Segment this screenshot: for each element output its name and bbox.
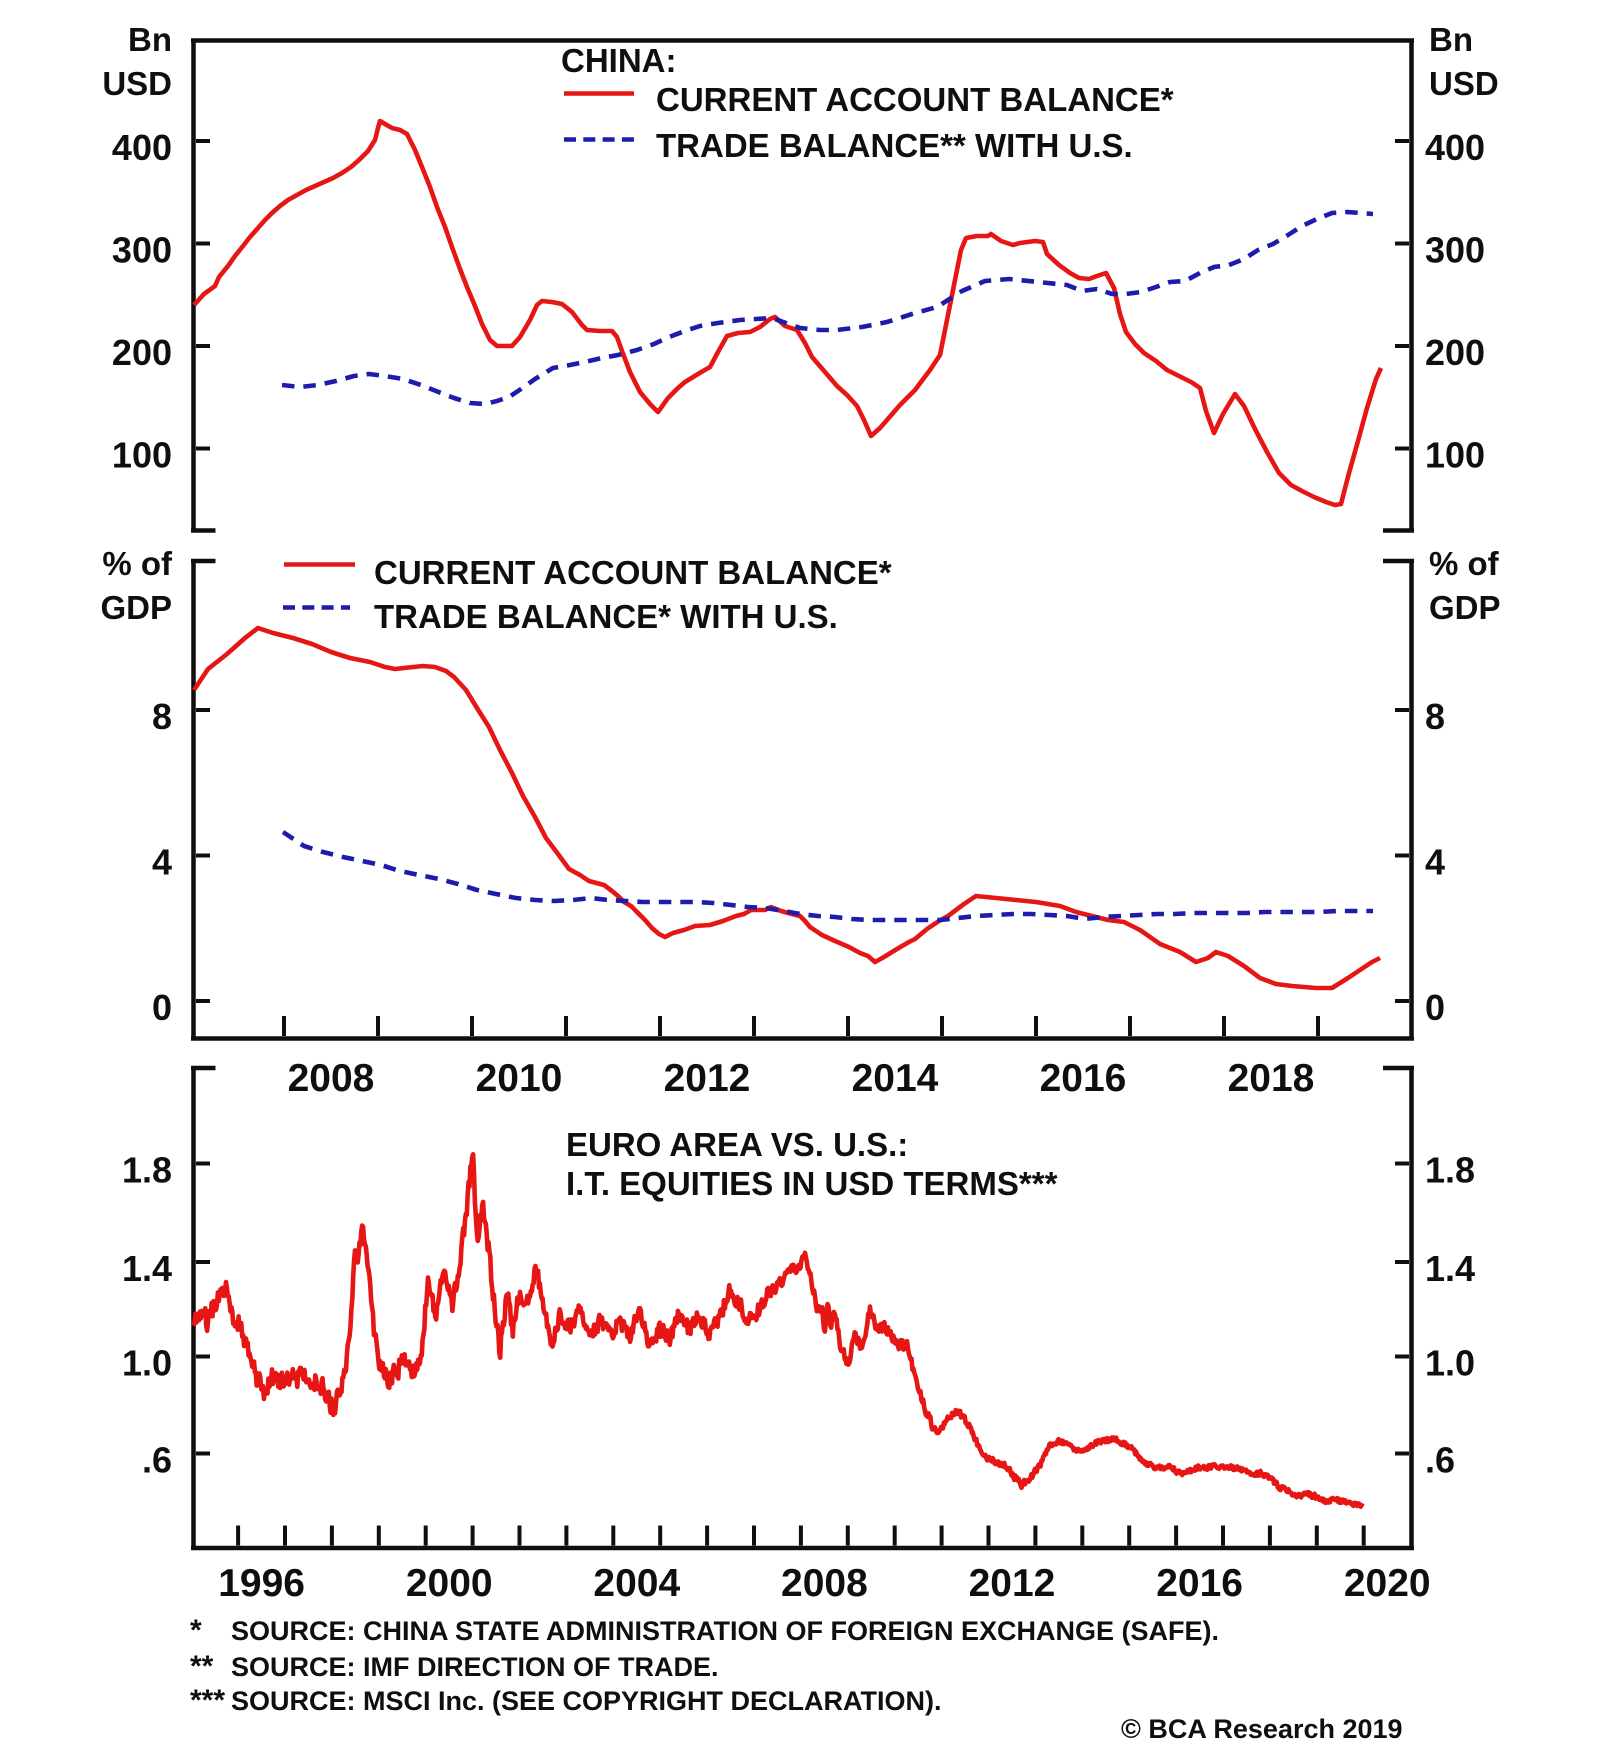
svg-text:CURRENT ACCOUNT BALANCE*: CURRENT ACCOUNT BALANCE*: [374, 554, 892, 591]
svg-text:SOURCE: CHINA STATE ADMINISTRA: SOURCE: CHINA STATE ADMINISTRATION OF FO…: [231, 1616, 1219, 1646]
svg-text:300: 300: [1425, 230, 1485, 271]
svg-text:Bn: Bn: [1429, 21, 1473, 58]
svg-text:GDP: GDP: [1429, 589, 1501, 626]
svg-text:200: 200: [1425, 332, 1485, 373]
svg-text:8: 8: [152, 696, 172, 737]
svg-text:*: *: [190, 1614, 202, 1647]
svg-text:200: 200: [112, 332, 172, 373]
svg-text:4: 4: [1425, 842, 1445, 883]
svg-text:100: 100: [1425, 435, 1485, 476]
svg-text:TRADE BALANCE* WITH U.S.: TRADE BALANCE* WITH U.S.: [374, 598, 838, 635]
svg-text:2012: 2012: [969, 1562, 1056, 1605]
svg-text:100: 100: [112, 435, 172, 476]
svg-text:2008: 2008: [781, 1562, 868, 1605]
svg-text:.6: .6: [1425, 1440, 1455, 1481]
svg-text:2010: 2010: [476, 1057, 563, 1100]
svg-text:% of: % of: [1429, 545, 1500, 582]
svg-text:1.4: 1.4: [1425, 1248, 1475, 1289]
svg-text:TRADE BALANCE** WITH U.S.: TRADE BALANCE** WITH U.S.: [656, 127, 1133, 164]
svg-text:**: **: [190, 1650, 214, 1683]
svg-text:1.0: 1.0: [1425, 1343, 1475, 1384]
svg-text:Bn: Bn: [128, 21, 172, 58]
svg-text:***: ***: [190, 1684, 225, 1717]
svg-text:EURO AREA VS. U.S.:: EURO AREA VS. U.S.:: [566, 1126, 908, 1163]
svg-text:2012: 2012: [664, 1057, 751, 1100]
svg-text:GDP: GDP: [100, 589, 172, 626]
svg-text:2016: 2016: [1040, 1057, 1127, 1100]
svg-text:1996: 1996: [218, 1562, 305, 1605]
svg-text:400: 400: [112, 127, 172, 168]
svg-text:2016: 2016: [1156, 1562, 1243, 1605]
svg-text:1.8: 1.8: [122, 1150, 172, 1191]
svg-text:2014: 2014: [852, 1057, 939, 1100]
svg-text:© BCA Research 2019: © BCA Research 2019: [1121, 1714, 1403, 1744]
svg-text:1.0: 1.0: [122, 1343, 172, 1384]
svg-text:2008: 2008: [288, 1057, 375, 1100]
svg-text:300: 300: [112, 230, 172, 271]
svg-text:0: 0: [1425, 987, 1445, 1028]
svg-text:2018: 2018: [1228, 1057, 1315, 1100]
svg-text:0: 0: [152, 987, 172, 1028]
svg-text:8: 8: [1425, 696, 1445, 737]
svg-text:I.T. EQUITIES IN USD TERMS***: I.T. EQUITIES IN USD TERMS***: [566, 1165, 1058, 1202]
svg-text:400: 400: [1425, 127, 1485, 168]
svg-text:CHINA:: CHINA:: [561, 42, 676, 79]
svg-text:2004: 2004: [593, 1562, 680, 1605]
svg-text:2020: 2020: [1344, 1562, 1431, 1605]
svg-text:1.8: 1.8: [1425, 1150, 1475, 1191]
svg-text:SOURCE: MSCI Inc. (SEE COPYRIG: SOURCE: MSCI Inc. (SEE COPYRIGHT DECLARA…: [231, 1686, 942, 1716]
svg-text:4: 4: [152, 842, 172, 883]
svg-text:1.4: 1.4: [122, 1248, 172, 1289]
svg-text:SOURCE: IMF DIRECTION OF TRADE: SOURCE: IMF DIRECTION OF TRADE.: [231, 1652, 719, 1682]
svg-text:USD: USD: [102, 65, 172, 102]
svg-text:CURRENT ACCOUNT BALANCE*: CURRENT ACCOUNT BALANCE*: [656, 81, 1174, 118]
svg-text:USD: USD: [1429, 65, 1499, 102]
svg-text:.6: .6: [142, 1440, 172, 1481]
svg-text:2000: 2000: [406, 1562, 493, 1605]
svg-text:% of: % of: [102, 545, 173, 582]
